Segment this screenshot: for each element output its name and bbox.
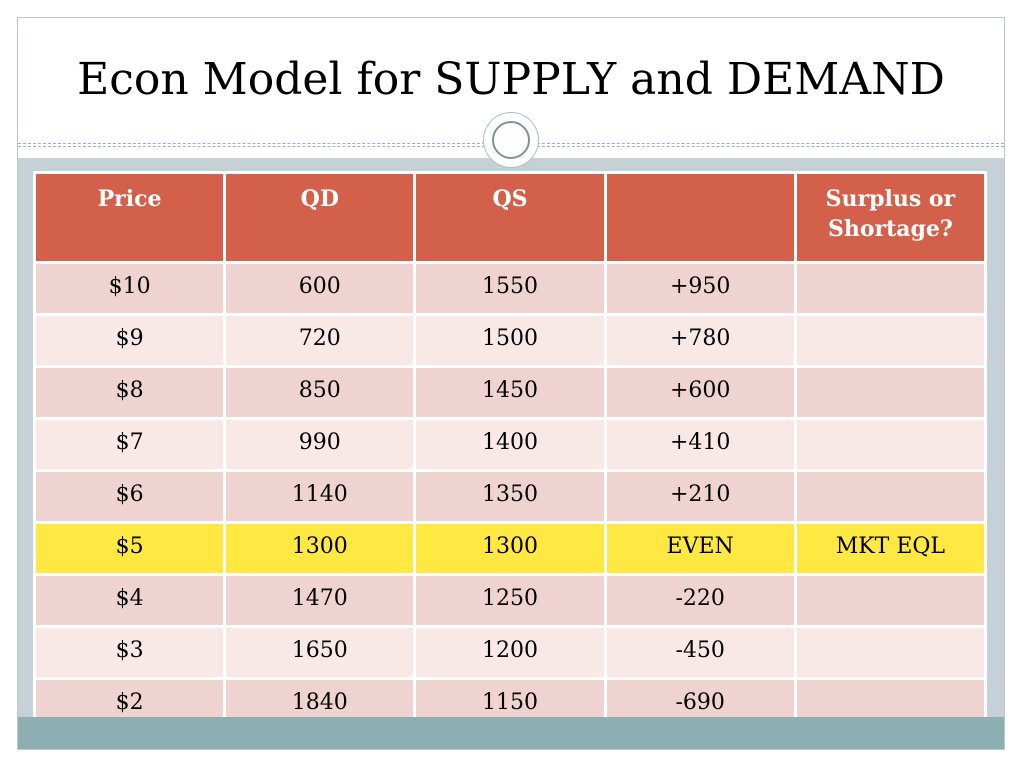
surplus-shortage-cell xyxy=(793,261,988,316)
surplus-shortage-cell xyxy=(793,417,988,472)
difference-cell: +950 xyxy=(603,261,797,316)
difference-cell: +210 xyxy=(603,469,797,524)
surplus-shortage-cell xyxy=(793,573,988,628)
qs-cell: 1250 xyxy=(413,573,607,628)
surplus-shortage-cell xyxy=(793,625,988,680)
table-header-row: Price QD QS Surplus or Shortage? xyxy=(32,171,988,264)
qs-cell: 1300 xyxy=(413,521,607,576)
qs-cell: 1400 xyxy=(413,417,607,472)
qs-cell: 1450 xyxy=(413,365,607,420)
table-row: $5 1300 1300 EVEN MKT EQL xyxy=(32,521,988,576)
price-cell: $5 xyxy=(32,521,227,576)
difference-cell: -220 xyxy=(603,573,797,628)
table-row: $3 1650 1200 -450 xyxy=(32,625,988,680)
price-cell: $8 xyxy=(32,365,227,420)
qd-cell: 1300 xyxy=(223,521,417,576)
table-row: $10 600 1550 +950 xyxy=(32,261,988,316)
surplus-shortage-cell xyxy=(793,365,988,420)
difference-cell: +410 xyxy=(603,417,797,472)
difference-cell: EVEN xyxy=(603,521,797,576)
price-cell: $9 xyxy=(32,313,227,368)
circle-ornament-icon xyxy=(484,113,538,167)
qd-cell: 850 xyxy=(223,365,417,420)
qs-cell: 1200 xyxy=(413,625,607,680)
price-cell: $4 xyxy=(32,573,227,628)
difference-cell: -450 xyxy=(603,625,797,680)
qd-cell: 1650 xyxy=(223,625,417,680)
header-qs: QS xyxy=(413,171,607,264)
qd-cell: 1140 xyxy=(223,469,417,524)
difference-cell: +780 xyxy=(603,313,797,368)
qs-cell: 1500 xyxy=(413,313,607,368)
header-difference xyxy=(603,171,797,264)
qs-cell: 1550 xyxy=(413,261,607,316)
qd-cell: 990 xyxy=(223,417,417,472)
table-row: $9 720 1500 +780 xyxy=(32,313,988,368)
qd-cell: 1470 xyxy=(223,573,417,628)
price-cell: $3 xyxy=(32,625,227,680)
table-row: $4 1470 1250 -220 xyxy=(32,573,988,628)
slide-title: Econ Model for SUPPLY and DEMAND xyxy=(77,54,945,105)
header-qd: QD xyxy=(223,171,417,264)
qd-cell: 600 xyxy=(223,261,417,316)
difference-cell: +600 xyxy=(603,365,797,420)
qd-cell: 720 xyxy=(223,313,417,368)
header-surplus-or-shortage: Surplus or Shortage? xyxy=(793,171,988,264)
header-price: Price xyxy=(32,171,227,264)
table-row: $7 990 1400 +410 xyxy=(32,417,988,472)
supply-demand-table: Price QD QS Surplus or Shortage? $10 600 1… xyxy=(32,171,988,732)
surplus-shortage-cell: MKT EQL xyxy=(793,521,988,576)
table-row: $6 1140 1350 +210 xyxy=(32,469,988,524)
slide: Econ Model for SUPPLY and DEMAND Price Q… xyxy=(17,17,1005,750)
surplus-shortage-cell xyxy=(793,469,988,524)
price-cell: $7 xyxy=(32,417,227,472)
qs-cell: 1350 xyxy=(413,469,607,524)
surplus-shortage-cell xyxy=(793,313,988,368)
price-cell: $6 xyxy=(32,469,227,524)
table-row: $8 850 1450 +600 xyxy=(32,365,988,420)
price-cell: $10 xyxy=(32,261,227,316)
bottom-band xyxy=(18,717,1004,749)
